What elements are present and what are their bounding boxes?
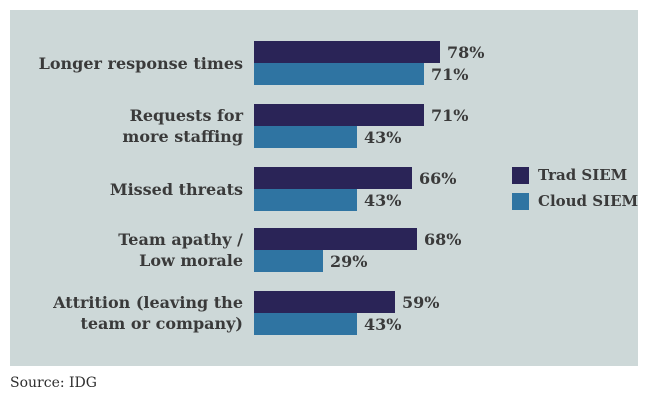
value-label-trad: 66% — [419, 168, 457, 188]
legend-item-trad-siem: Trad SIEM — [512, 166, 638, 184]
legend-swatch-cloud-icon — [512, 192, 529, 210]
bar-cloud-siem — [254, 189, 357, 211]
category-label: Missed threats — [109, 179, 243, 199]
bar-trad-siem — [254, 291, 395, 313]
bar-line-trad: 71% — [254, 104, 468, 126]
bar-trad-siem — [254, 167, 412, 189]
legend-label-cloud: Cloud SIEM — [538, 192, 639, 210]
chart-panel: Longer response times 78% 71% Requests f… — [10, 10, 638, 366]
value-label-cloud: 29% — [330, 251, 368, 271]
value-label-cloud: 43% — [364, 190, 402, 210]
bar-trad-siem — [254, 104, 424, 126]
legend: Trad SIEM Cloud SIEM — [512, 166, 638, 218]
category-label: Requests for more staffing — [122, 106, 243, 146]
bar-line-cloud: 43% — [254, 313, 401, 335]
value-label-trad: 78% — [447, 42, 485, 62]
bar-trad-siem — [254, 228, 417, 250]
legend-swatch-trad-icon — [512, 166, 529, 184]
value-label-cloud: 43% — [364, 314, 402, 334]
value-label-trad: 68% — [424, 229, 462, 249]
bar-line-cloud: 43% — [254, 126, 401, 148]
legend-label-trad: Trad SIEM — [538, 166, 628, 184]
source-note: Source: IDG — [10, 375, 97, 391]
bar-cloud-siem — [254, 63, 424, 85]
bar-line-trad: 68% — [254, 228, 461, 250]
chart-row: Missed threats 66% 43% — [10, 167, 638, 211]
value-label-cloud: 43% — [364, 127, 402, 147]
bar-line-trad: 59% — [254, 291, 439, 313]
bar-trad-siem — [254, 41, 440, 63]
bar-line-trad: 66% — [254, 167, 456, 189]
bar-cloud-siem — [254, 250, 323, 272]
bar-line-trad: 78% — [254, 41, 484, 63]
category-label: Longer response times — [38, 53, 243, 73]
value-label-trad: 71% — [431, 105, 469, 125]
chart-row: Team apathy / Low morale 68% 29% — [10, 228, 638, 272]
chart-row: Attrition (leaving the team or company) … — [10, 291, 638, 335]
bar-cloud-siem — [254, 313, 357, 335]
chart-row: Requests for more staffing 71% 43% — [10, 104, 638, 148]
category-label: Attrition (leaving the team or company) — [53, 293, 243, 333]
bar-cloud-siem — [254, 126, 357, 148]
bar-line-cloud: 29% — [254, 250, 367, 272]
legend-item-cloud-siem: Cloud SIEM — [512, 192, 638, 210]
bar-line-cloud: 71% — [254, 63, 468, 85]
category-label: Team apathy / Low morale — [118, 230, 243, 270]
bar-line-cloud: 43% — [254, 189, 401, 211]
value-label-cloud: 71% — [431, 64, 469, 84]
value-label-trad: 59% — [402, 292, 440, 312]
chart-row: Longer response times 78% 71% — [10, 41, 638, 85]
